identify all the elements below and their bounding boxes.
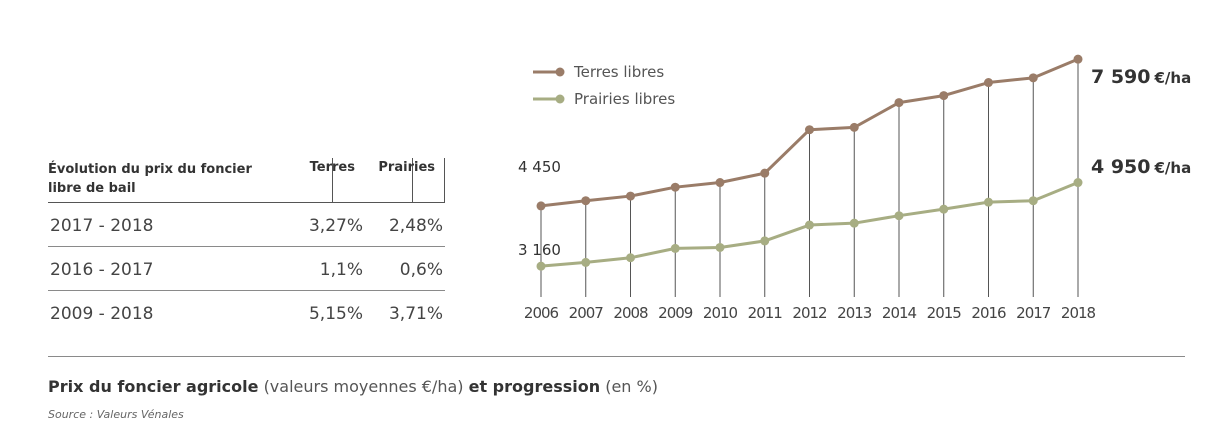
row-prairies-value: 3,71% <box>388 304 443 324</box>
x-tick-label: 2013 <box>837 304 872 322</box>
legend-label: Prairies libres <box>574 90 675 108</box>
row-prairies-value: 2,48% <box>388 216 443 236</box>
source-note: Source : Valeurs Vénales <box>48 408 184 421</box>
data-point <box>849 218 859 228</box>
x-tick-label: 2007 <box>569 304 604 322</box>
data-point <box>849 122 859 132</box>
figure-caption: Prix du foncier agricole (valeurs moyenn… <box>48 377 658 396</box>
prairies-end-label: 4 950 €/ha <box>1091 156 1191 178</box>
data-point <box>1028 196 1038 206</box>
x-tick-label: 2018 <box>1061 304 1096 322</box>
legend-swatch-point <box>555 94 565 104</box>
caption-text: (valeurs moyennes €/ha) <box>263 377 464 396</box>
row-period: 2009 - 2018 <box>50 304 154 324</box>
x-axis-ticks: 2006 2007 2008 2009 2010 2011 2012 2013 2014 2015… <box>524 304 1097 322</box>
terres-end-label-unit: €/ha <box>1154 69 1192 87</box>
data-point <box>670 243 680 253</box>
prairies-end-label-value: 4 950 <box>1091 156 1151 178</box>
caption-text-unit: (en %) <box>605 377 658 396</box>
terres-end-label-value: 7 590 <box>1091 66 1151 88</box>
data-point <box>939 204 949 214</box>
row-prairies-value: 0,6% <box>399 260 443 280</box>
data-point <box>984 197 993 207</box>
x-tick-label: 2006 <box>524 304 559 322</box>
data-point <box>1073 54 1083 64</box>
data-point <box>1073 178 1083 188</box>
x-tick-label: 2014 <box>882 304 917 322</box>
table-row: 2016 - 2017 1,1% 0,6% <box>48 247 445 291</box>
data-point <box>1028 73 1038 83</box>
data-point <box>715 178 725 188</box>
column-divider <box>444 158 445 202</box>
x-tick-label: 2016 <box>971 304 1006 322</box>
data-point <box>581 196 591 206</box>
table-header: Évolution du prix du foncier libre de ba… <box>48 158 445 203</box>
prairies-end-label-unit: €/ha <box>1154 159 1192 177</box>
data-point <box>670 182 680 192</box>
price-evolution-table: Évolution du prix du foncier libre de ba… <box>48 158 445 334</box>
chart-legend: Terres libres Prairies libres <box>533 63 675 108</box>
x-tick-label: 2008 <box>613 304 648 322</box>
table-row: 2009 - 2018 5,15% 3,71% <box>48 291 445 334</box>
x-tick-label: 2009 <box>658 304 693 322</box>
data-point <box>760 168 770 178</box>
data-point <box>984 78 993 88</box>
legend-swatch-point <box>555 67 565 77</box>
table-header-prairies: Prairies <box>378 160 435 175</box>
row-terres-value: 1,1% <box>319 260 363 280</box>
data-point <box>715 242 725 252</box>
drop-lines <box>540 59 1079 297</box>
terres-start-label: 4 450 <box>518 158 561 176</box>
x-tick-label: 2011 <box>748 304 783 322</box>
row-period: 2016 - 2017 <box>50 260 154 280</box>
data-point <box>536 261 546 271</box>
prairies-start-label: 3 160 <box>518 241 561 259</box>
row-terres-value: 5,15% <box>308 304 363 324</box>
x-tick-label: 2012 <box>792 304 827 322</box>
data-points <box>536 54 1083 271</box>
row-terres-value: 3,27% <box>308 216 363 236</box>
data-point <box>626 253 635 263</box>
x-tick-label: 2015 <box>927 304 962 322</box>
column-divider <box>332 158 333 202</box>
table-header-terres: Terres <box>309 160 355 175</box>
data-point <box>894 211 904 221</box>
data-point <box>805 220 814 230</box>
x-tick-label: 2010 <box>703 304 738 322</box>
table-header-title: Évolution du prix du foncier libre de ba… <box>48 162 252 196</box>
caption-divider <box>48 356 1185 357</box>
data-point <box>939 91 949 101</box>
row-period: 2017 - 2018 <box>50 216 154 236</box>
terres-end-label: 7 590 €/ha <box>1091 66 1191 88</box>
data-point <box>760 236 770 246</box>
column-divider <box>412 158 413 202</box>
data-point <box>536 201 546 211</box>
data-point <box>805 125 814 135</box>
x-tick-label: 2017 <box>1016 304 1051 322</box>
data-point <box>894 98 904 108</box>
caption-bold-progression: et progression <box>468 377 601 396</box>
table-row: 2017 - 2018 3,27% 2,48% <box>48 203 445 247</box>
legend-label: Terres libres <box>573 63 664 81</box>
data-point <box>581 257 591 267</box>
data-point <box>626 191 635 201</box>
caption-bold-title: Prix du foncier agricole <box>48 377 259 396</box>
